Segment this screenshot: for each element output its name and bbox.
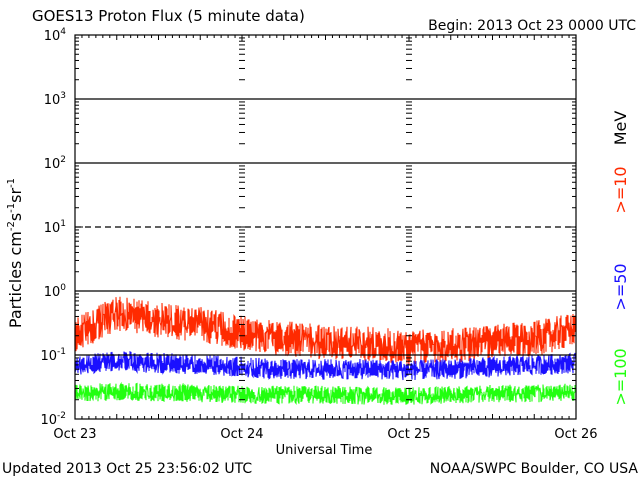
plot-frame [74,34,577,420]
y-tick-label: 102 [44,155,66,172]
chart-title: GOES13 Proton Flux (5 minute data) [32,7,305,25]
x-tick-label: Oct 25 [387,427,430,442]
chart-legend: MeV >=10 >=50 >=100 [611,111,630,406]
grid-layer [75,98,576,356]
series-line-1 [74,296,577,365]
y-tick-label: 10-2 [40,411,66,428]
x-tick-label: Oct 23 [53,427,96,442]
y-tick-label: 10-1 [40,347,66,364]
x-axis-label: Universal Time [276,443,373,458]
y-tick-label: 101 [44,219,66,236]
legend-ge100: >=100 [611,348,630,405]
y-axis-label: Particles cm-2s-1sr-1 [6,178,25,328]
credit-label: NOAA/SWPC Boulder, CO USA [430,461,639,477]
updated-timestamp: Updated 2013 Oct 25 23:56:02 UTC [2,461,252,477]
series-line-2 [74,351,577,381]
series-layer [74,296,577,406]
x-tick-label: Oct 24 [220,427,263,442]
y-tick-label: 104 [44,27,67,44]
legend-unit-mev: MeV [611,111,630,146]
legend-ge50: >=50 [611,263,630,310]
tick-layer: 10-2 10-1 100 101 102 103 104 Oct 23 Oct 24 Oct 2… [40,27,597,442]
y-tick-label: 100 [44,283,67,300]
x-tick-label: Oct 26 [554,427,597,442]
series-line-3 [74,381,577,406]
legend-ge10: >=10 [611,166,630,213]
y-tick-label: 103 [44,91,66,108]
begin-date: Begin: 2013 Oct 23 0000 UTC [428,18,636,34]
